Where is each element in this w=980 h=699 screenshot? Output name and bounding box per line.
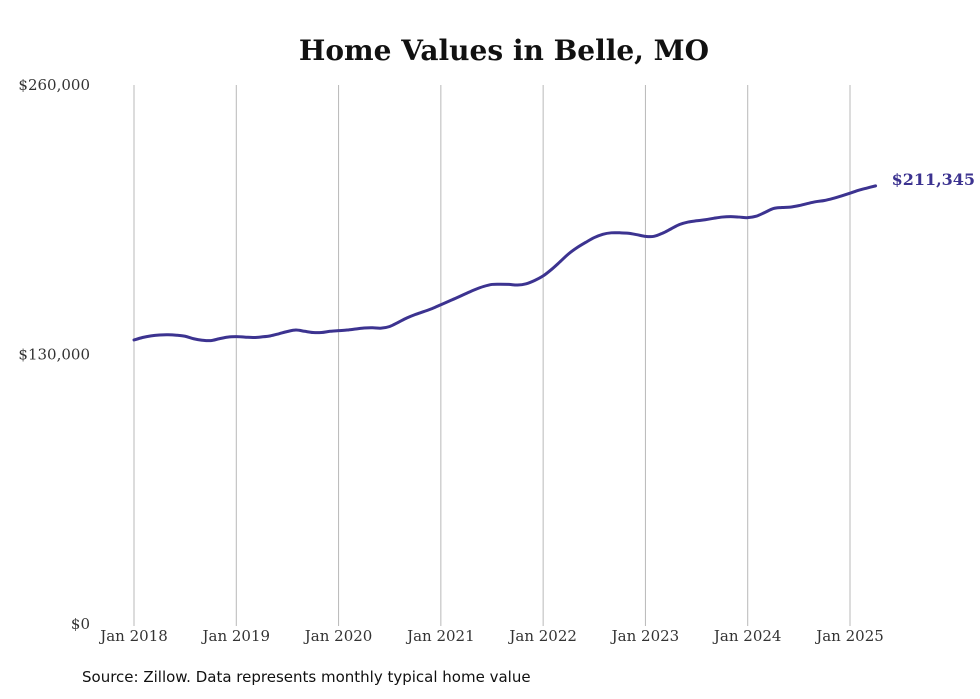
x-tick-label: Jan 2019 [201,627,271,645]
series-line [132,184,878,343]
y-tick-label: $130,000 [18,346,90,364]
y-axis: $0 $130,000 $260,000 [18,76,90,633]
end-value-label: $211,345 [892,170,976,189]
grid [133,85,851,626]
x-tick-label: Jan 2025 [814,627,884,645]
chart-title: Home Values in Belle, MO [299,34,709,67]
x-tick-label: Jan 2022 [507,627,577,645]
x-tick-label: Jan 2024 [712,627,782,645]
source-note: Source: Zillow. Data represents monthly … [82,668,531,686]
y-tick-label: $0 [71,615,90,633]
x-tick-label: Jan 2018 [98,627,168,645]
x-tick-label: Jan 2021 [405,627,475,645]
x-tick-label: Jan 2023 [610,627,680,645]
x-axis: Jan 2018 Jan 2019 Jan 2020 Jan 2021 Jan 2022… [98,627,884,645]
y-tick-label: $260,000 [18,76,90,94]
x-tick-label: Jan 2020 [303,627,373,645]
